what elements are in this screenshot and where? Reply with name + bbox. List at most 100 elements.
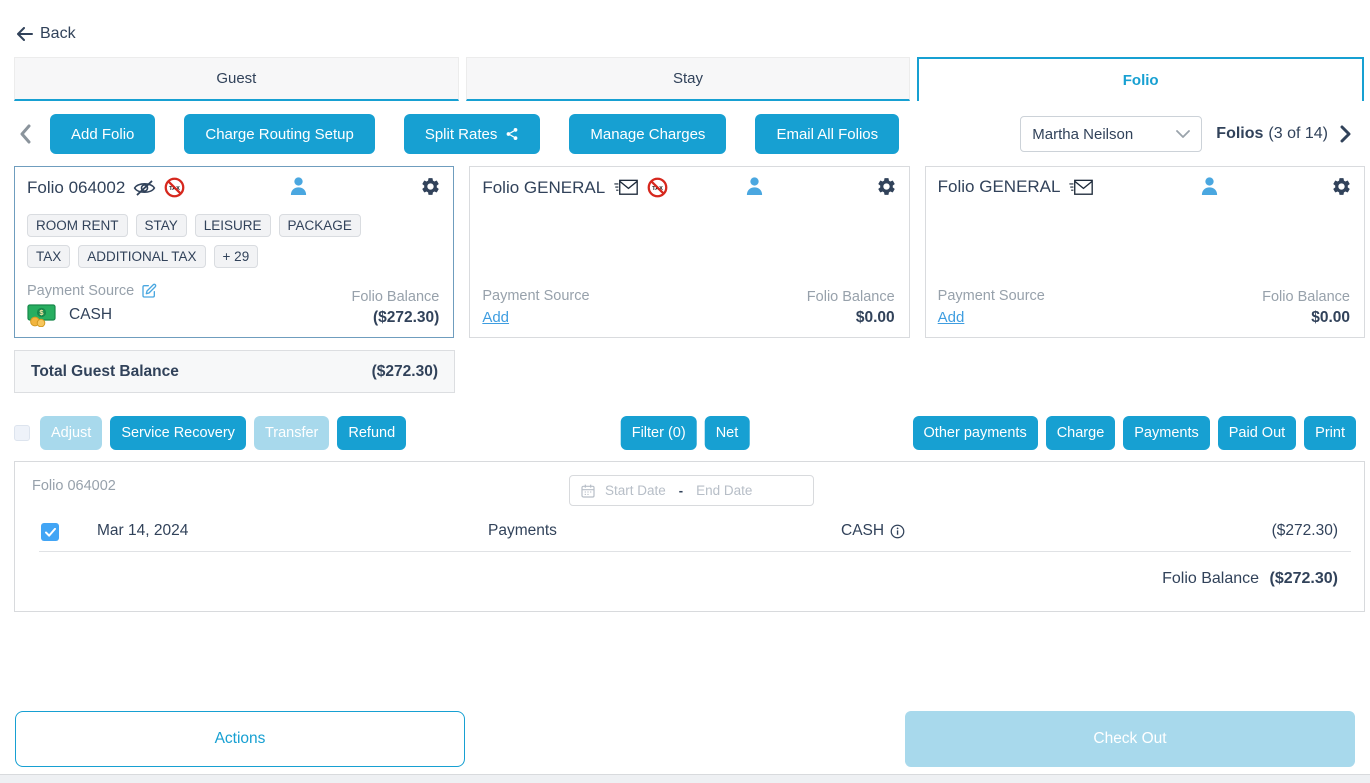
end-date-placeholder: End Date: [696, 483, 753, 498]
date-range-input[interactable]: Start Date - End Date: [569, 475, 814, 506]
gear-icon[interactable]: [420, 176, 441, 197]
folio-balance-label: Folio Balance: [1262, 289, 1350, 305]
folio-toolbar: Add Folio Charge Routing Setup Split Rat…: [14, 114, 1356, 154]
transaction-date: Mar 14, 2024: [97, 522, 189, 539]
tag: PACKAGE: [278, 214, 361, 237]
folios-pager: Folios (3 of 14): [1216, 125, 1328, 143]
add-payment-source-link[interactable]: Add: [482, 309, 510, 326]
email-sent-icon: [1068, 179, 1094, 196]
tax-exempt-icon: TAX: [164, 177, 185, 198]
eye-crossed-icon: [133, 179, 156, 196]
row-checkbox[interactable]: [41, 523, 59, 541]
gear-icon[interactable]: [876, 176, 897, 197]
folio-balance-label: Folio Balance: [351, 289, 440, 305]
transaction-type: Payments: [488, 522, 557, 539]
folio-card-general-1[interactable]: Folio GENERAL TAX Payment Source Add: [469, 166, 910, 338]
gear-icon[interactable]: [1331, 176, 1352, 197]
tag: STAY: [135, 214, 187, 237]
edit-icon[interactable]: [141, 283, 157, 299]
guest-selector-value: Martha Neilson: [1032, 125, 1134, 143]
guest-selector[interactable]: Martha Neilson: [1020, 116, 1203, 152]
tag: ADDITIONAL TAX: [78, 245, 206, 268]
check-out-button[interactable]: Check Out: [905, 711, 1355, 767]
tax-exempt-icon: TAX: [647, 177, 668, 198]
add-payment-source-link[interactable]: Add: [937, 309, 965, 326]
folio-balance-label: Folio Balance: [806, 289, 895, 305]
folio-card-title: Folio GENERAL: [937, 177, 1061, 196]
table-folio-balance-label: Folio Balance: [1162, 570, 1260, 587]
transaction-method: CASH: [841, 522, 905, 540]
folio-card-title: Folio GENERAL: [482, 177, 606, 197]
tag: ROOM RENT: [27, 214, 128, 237]
payment-source-label: Payment Source: [27, 283, 135, 299]
start-date-placeholder: Start Date: [605, 483, 666, 498]
chevron-down-icon: [1176, 129, 1191, 139]
folio-cards: Folio 064002 TAX ROOM RENT STAY LEISURE …: [14, 166, 1365, 338]
service-recovery-button[interactable]: Service Recovery: [110, 415, 246, 450]
tab-guest[interactable]: Guest: [14, 57, 459, 101]
person-icon[interactable]: [746, 177, 763, 195]
previous-folios-chevron-icon[interactable]: [14, 119, 36, 149]
adjust-button[interactable]: Adjust: [40, 415, 103, 450]
back-arrow-icon: [16, 27, 33, 41]
tab-folio[interactable]: Folio: [917, 57, 1365, 101]
email-all-folios-button[interactable]: Email All Folios: [755, 114, 900, 154]
folios-label: Folios: [1216, 125, 1264, 142]
tab-stay[interactable]: Stay: [465, 57, 911, 101]
row-divider: [39, 551, 1351, 552]
transaction-actions-row: Adjust Service Recovery Transfer Refund …: [14, 415, 1356, 450]
filter-button[interactable]: Filter (0): [620, 415, 697, 450]
select-all-checkbox[interactable]: [14, 424, 30, 441]
total-guest-balance: Total Guest Balance ($272.30): [14, 350, 455, 393]
payment-source-label: Payment Source: [937, 288, 1045, 304]
tag: TAX: [27, 245, 71, 268]
person-icon[interactable]: [1201, 177, 1218, 195]
table-folio-balance: Folio Balance ($272.30): [1162, 570, 1338, 588]
folio-card-064002[interactable]: Folio 064002 TAX ROOM RENT STAY LEISURE …: [14, 166, 455, 338]
transfer-button[interactable]: Transfer: [253, 415, 330, 450]
transaction-amount: ($272.30): [1271, 522, 1338, 539]
folio-balance-value: $0.00: [855, 309, 895, 326]
folio-balance-value: ($272.30): [372, 309, 440, 326]
payment-source-value: CASH: [69, 306, 113, 323]
info-icon[interactable]: [890, 524, 905, 539]
share-icon: [505, 127, 519, 141]
manage-charges-button[interactable]: Manage Charges: [569, 114, 727, 154]
transaction-row[interactable]: Mar 14, 2024 Payments CASH ($272.30): [15, 518, 1364, 551]
table-folio-label: Folio 064002: [32, 478, 116, 494]
add-folio-button[interactable]: Add Folio: [50, 114, 156, 154]
paid-out-button[interactable]: Paid Out: [1217, 415, 1297, 450]
email-sent-icon: [613, 179, 639, 196]
cash-icon: $: [27, 303, 60, 327]
charge-button[interactable]: Charge: [1045, 415, 1116, 450]
svg-text:$: $: [39, 308, 44, 317]
charge-category-tags: ROOM RENT STAY LEISURE PACKAGE TAX ADDIT…: [27, 214, 397, 268]
net-button[interactable]: Net: [704, 415, 750, 450]
calendar-icon: [580, 483, 596, 499]
next-folios-chevron-icon[interactable]: [1334, 119, 1356, 149]
print-button[interactable]: Print: [1304, 415, 1356, 450]
payments-button[interactable]: Payments: [1123, 415, 1210, 450]
tab-bar: Guest Stay Folio: [14, 57, 1365, 101]
actions-button[interactable]: Actions: [15, 711, 465, 767]
tag-more[interactable]: + 29: [213, 245, 259, 268]
back-label: Back: [40, 25, 76, 42]
charge-routing-setup-button[interactable]: Charge Routing Setup: [184, 114, 375, 154]
folio-balance-value: $0.00: [1311, 309, 1350, 326]
table-folio-balance-value: ($272.30): [1269, 570, 1339, 587]
back-button[interactable]: Back: [16, 25, 76, 43]
person-icon[interactable]: [290, 177, 307, 195]
total-guest-balance-label: Total Guest Balance: [31, 362, 179, 380]
folios-count: (3 of 14): [1268, 125, 1328, 142]
transactions-table: Folio 064002 Start Date - End Date Mar 1…: [14, 461, 1365, 612]
date-range-separator: -: [678, 483, 684, 498]
page-footer-strip: [0, 774, 1370, 783]
folio-card-general-2[interactable]: Folio GENERAL Payment Source Add Folio B…: [924, 166, 1365, 338]
other-payments-button[interactable]: Other payments: [912, 415, 1038, 450]
split-rates-button[interactable]: Split Rates: [403, 114, 541, 154]
tag: LEISURE: [194, 214, 271, 237]
refund-button[interactable]: Refund: [337, 415, 407, 450]
folio-card-title: Folio 064002: [27, 177, 126, 197]
total-guest-balance-value: ($272.30): [371, 362, 438, 380]
